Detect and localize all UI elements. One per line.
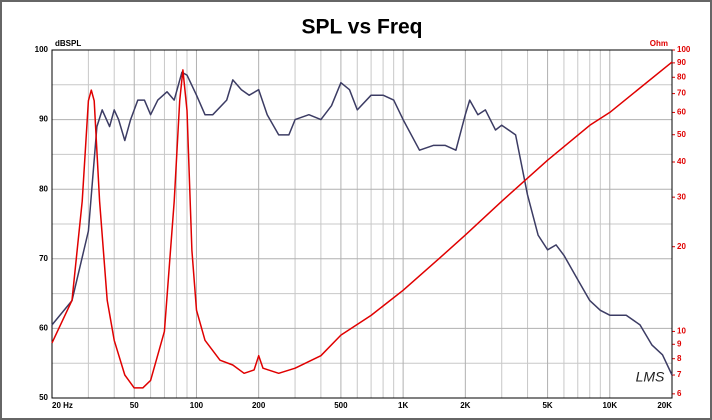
y2-tick-label: 20 (677, 242, 686, 251)
x-tick-label: 20 Hz (52, 401, 73, 410)
y2-tick-label: 60 (677, 108, 686, 117)
y-tick-label: 50 (39, 393, 48, 402)
y-tick-label: 100 (35, 45, 49, 54)
series-line (51, 61, 673, 389)
x-tick-label: 1K (398, 401, 408, 410)
annotation: LMS (636, 369, 665, 385)
x-tick-label: 500 (334, 401, 348, 410)
y2-tick-label: 6 (677, 389, 682, 398)
x-tick-label: 2K (460, 401, 470, 410)
x-tick-label: 200 (252, 401, 266, 410)
y2-tick-label: 8 (677, 354, 682, 363)
x-tick-label: 5K (542, 401, 552, 410)
y2-tick-label: 70 (677, 89, 686, 98)
y-axis-label: dBSPL (55, 39, 81, 48)
series-line (51, 71, 673, 376)
y2-tick-label: 100 (677, 45, 691, 54)
y-tick-label: 90 (39, 115, 48, 124)
y-tick-label: 60 (39, 324, 48, 333)
x-tick-label: 10K (602, 401, 617, 410)
x-tick-label: 100 (190, 401, 204, 410)
chart-title: SPL vs Freq (302, 16, 423, 39)
y-tick-label: 70 (39, 254, 48, 263)
x-tick-label: 50 (130, 401, 139, 410)
y-tick-label: 80 (39, 184, 48, 193)
plot-border (51, 49, 673, 399)
y2-tick-label: 9 (677, 339, 682, 348)
y2-tick-label: 50 (677, 130, 686, 139)
y2-tick-label: 40 (677, 157, 686, 166)
y2-tick-label: 30 (677, 192, 686, 201)
y2-tick-label: 10 (677, 327, 686, 336)
x-tick-label: 20K (657, 401, 672, 410)
y2-tick-label: 80 (677, 72, 686, 81)
y2-tick-label: 90 (677, 58, 686, 67)
y2-axis-label: Ohm (650, 39, 668, 48)
y2-tick-label: 7 (677, 370, 682, 379)
